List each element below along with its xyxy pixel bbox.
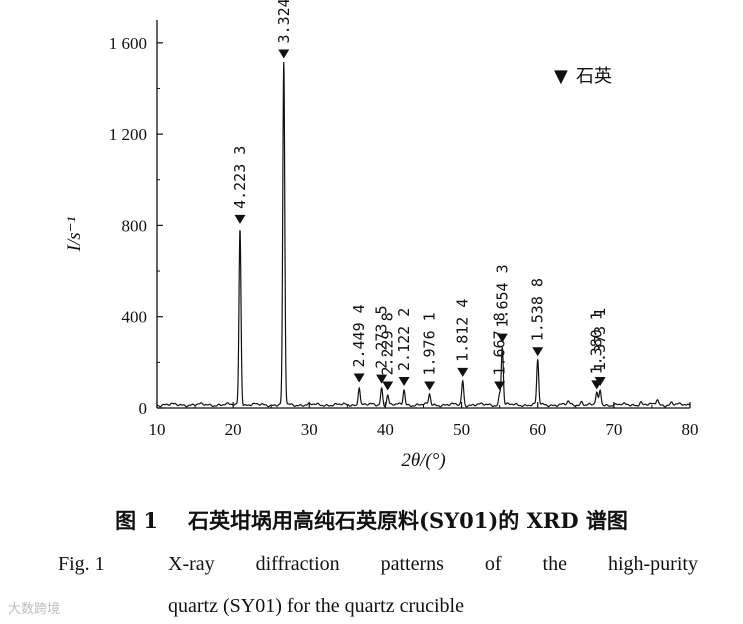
x-tick-label: 60 xyxy=(529,420,546,439)
legend: ▼ 石英 xyxy=(554,66,612,87)
peak-marker-icon xyxy=(532,347,544,357)
peak-marker-icon xyxy=(234,214,246,224)
x-tick-label: 10 xyxy=(149,420,166,439)
caption-en-word: X-ray xyxy=(168,553,215,575)
x-tick-label: 80 xyxy=(682,420,699,439)
peak-d-spacing-label: 2.449 4 xyxy=(350,304,368,367)
peak-marker-icon xyxy=(496,333,508,343)
peak-d-spacing-label: 3.324 3 xyxy=(275,0,293,43)
caption-en-line-1-text: X-ray diffraction patterns of the high-purity xyxy=(168,553,698,576)
caption-chinese: 图 1 石英坩埚用高纯石英原料(SY01)的 XRD 谱图 xyxy=(0,505,743,535)
x-axis-title: 2θ/(°) xyxy=(401,450,445,471)
legend-label: 石英 xyxy=(576,66,612,87)
x-tick-label: 30 xyxy=(301,420,318,439)
y-tick-label: 1 200 xyxy=(109,125,147,144)
peak-d-spacing-label: 4.223 3 xyxy=(231,146,249,209)
caption-en-word: the xyxy=(542,553,567,575)
peak-d-spacing-label: 1.373 1 xyxy=(591,308,609,371)
peak-d-spacing-label: 1.812 4 xyxy=(454,299,472,362)
y-tick-label: 1 600 xyxy=(109,34,147,53)
peak-marker-icon xyxy=(494,381,506,391)
peak-marker-icon xyxy=(457,367,469,377)
y-tick-label: 400 xyxy=(122,308,148,327)
watermark: 大数跨境 xyxy=(8,602,61,617)
x-tick-label: 40 xyxy=(377,420,394,439)
legend-marker-icon: ▼ xyxy=(554,66,568,87)
peak-marker-icon xyxy=(594,376,606,386)
peak-marker-icon xyxy=(424,381,436,391)
diffraction-pattern-line xyxy=(156,62,691,408)
y-axis-title: I/s⁻¹ xyxy=(64,216,85,252)
peak-marker-icon xyxy=(278,49,290,59)
peak-d-spacing-label: 1.538 8 xyxy=(529,278,547,341)
peak-labels: 4.223 3 3.324 3 2.449 4 2.273 52.229 82.122… xyxy=(231,0,609,376)
peak-d-spacing-label: 1.380 1 xyxy=(588,311,606,374)
peak-d-spacing-label: 2.273 5 xyxy=(373,305,391,368)
caption-en-word: of xyxy=(484,553,502,575)
peak-d-spacing-label: 1.654 3 xyxy=(493,264,511,327)
caption-cn-text: 石英坩埚用高纯石英原料(SY01)的 XRD 谱图 xyxy=(188,508,628,533)
caption-en-fig-number: Fig. 1 xyxy=(58,553,105,575)
peak-marker-icon xyxy=(382,381,394,391)
caption-en-word: diffraction xyxy=(255,553,340,575)
peak-d-spacing-label: 1.667 8 xyxy=(491,312,509,375)
caption-cn-fig-number: 图 1 xyxy=(115,508,159,533)
peak-markers xyxy=(234,49,606,391)
x-tick-label: 70 xyxy=(605,420,622,439)
caption-en-word: high-purity xyxy=(607,553,698,575)
peak-d-spacing-label: 2.229 8 xyxy=(379,312,397,375)
y-tick-label: 0 xyxy=(139,399,148,418)
peak-d-spacing-label: 2.122 2 xyxy=(395,308,413,371)
caption-english-line-1: Fig. 1 X-ray diffraction patterns of the high… xyxy=(58,553,698,576)
caption-english-line-2: quartz (SY01) for the quartz crucible xyxy=(168,595,464,617)
y-tick-label: 800 xyxy=(122,216,148,235)
x-tick-label: 50 xyxy=(453,420,470,439)
peak-marker-icon xyxy=(376,374,388,384)
peak-marker-icon xyxy=(353,373,365,383)
peak-marker-icon xyxy=(398,376,410,386)
x-tick-label: 20 xyxy=(225,420,242,439)
caption-en-word: patterns xyxy=(380,553,444,575)
peak-d-spacing-label: 1.976 1 xyxy=(421,312,439,375)
